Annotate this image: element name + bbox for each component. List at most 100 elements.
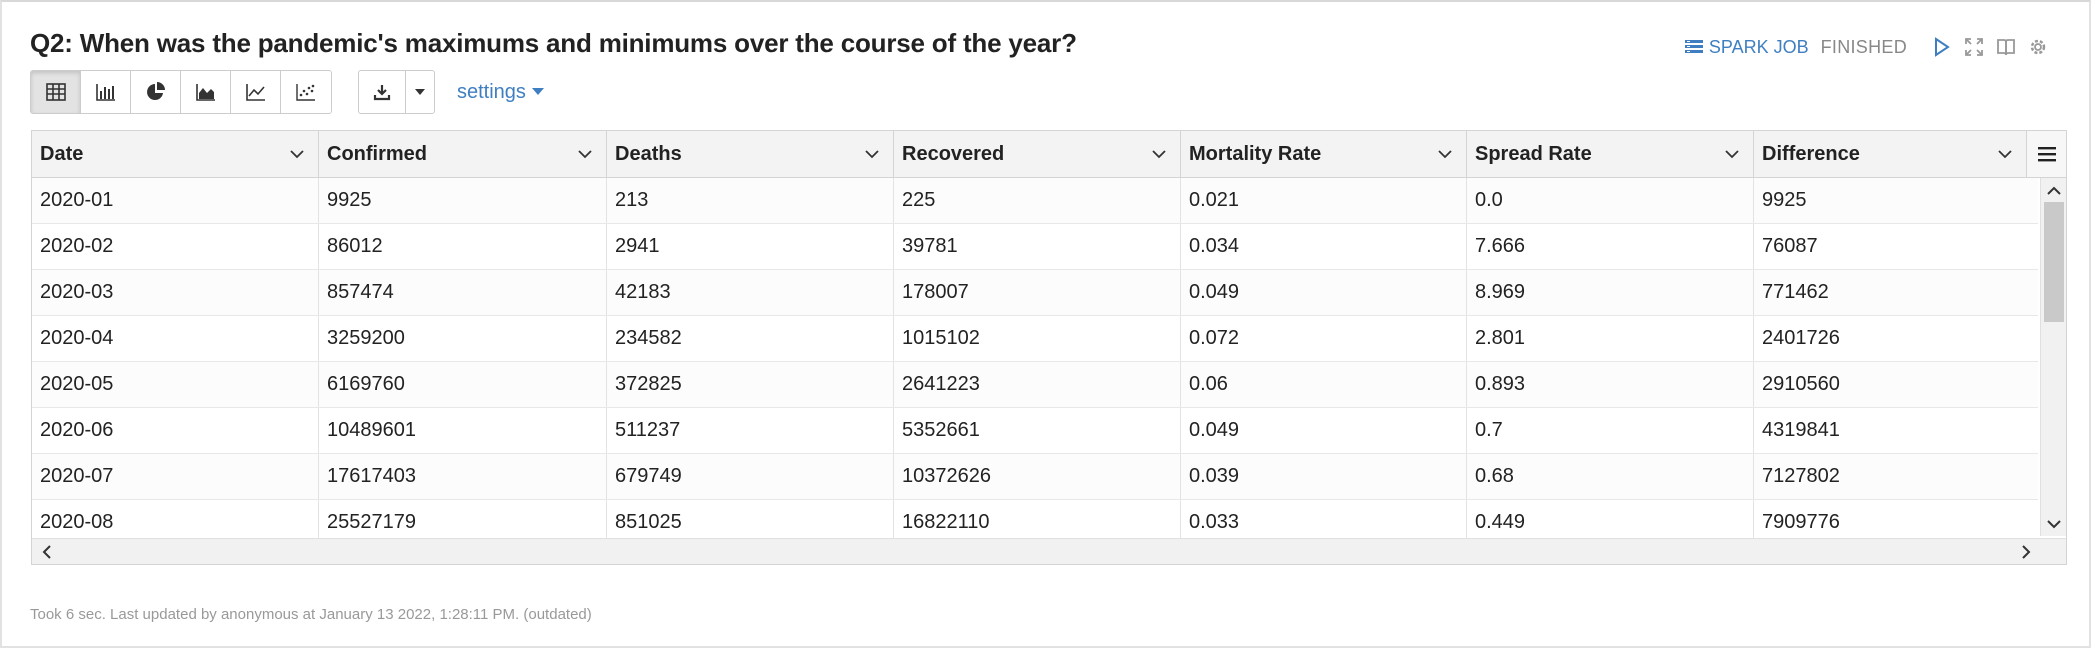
cell-confirmed[interactable]: 6169760 [319, 362, 607, 407]
cell-date[interactable]: 2020-07 [32, 454, 319, 499]
book-icon[interactable] [1995, 36, 2017, 58]
cell-date[interactable]: 2020-04 [32, 316, 319, 361]
scroll-down-arrow[interactable] [2041, 514, 2066, 534]
cell-recovered[interactable]: 2641223 [894, 362, 1181, 407]
column-header-mortality-rate[interactable]: Mortality Rate [1181, 131, 1467, 177]
pie-chart-button[interactable] [131, 71, 181, 113]
cell-mortality-rate[interactable]: 0.06 [1181, 362, 1467, 407]
cell-deaths[interactable]: 213 [607, 178, 894, 223]
cell-spread-rate[interactable]: 0.893 [1467, 362, 1754, 407]
cell-difference[interactable]: 7909776 [1762, 511, 1840, 533]
cell-confirmed[interactable]: 86012 [319, 224, 607, 269]
settings-dropdown[interactable]: settings [457, 81, 544, 104]
cell-recovered[interactable]: 1015102 [894, 316, 1181, 361]
cell-confirmed[interactable]: 9925 [319, 178, 607, 223]
cell-recovered[interactable]: 5352661 [894, 408, 1181, 453]
cell-mortality-rate[interactable]: 0.049 [1181, 408, 1467, 453]
cell-deaths[interactable]: 2941 [607, 224, 894, 269]
column-header-deaths[interactable]: Deaths [607, 131, 894, 177]
cell-date[interactable]: 2020-03 [32, 270, 319, 315]
cell-mortality-rate[interactable]: 0.039 [1181, 454, 1467, 499]
download-button[interactable] [359, 71, 406, 113]
cell-mortality-rate[interactable]: 0.033 [1181, 500, 1467, 545]
table-icon [45, 83, 66, 101]
cell-deaths[interactable]: 511237 [607, 408, 894, 453]
cell-confirmed[interactable]: 10489601 [319, 408, 607, 453]
cell-recovered[interactable]: 39781 [894, 224, 1181, 269]
chevron-down-icon[interactable] [865, 149, 879, 159]
expand-icon[interactable] [1963, 36, 1985, 58]
cell-spread-rate[interactable]: 0.68 [1467, 454, 1754, 499]
spark-job-link[interactable]: SPARK JOB [1684, 37, 1809, 58]
cell-recovered[interactable]: 16822110 [894, 500, 1181, 545]
cell-date[interactable]: 2020-06 [32, 408, 319, 453]
column-header-spread-rate[interactable]: Spread Rate [1467, 131, 1754, 177]
cell-spread-rate[interactable]: 2.801 [1467, 316, 1754, 361]
cell-date[interactable]: 2020-01 [32, 178, 319, 223]
paragraph-controls: SPARK JOB FINISHED [1684, 36, 2049, 58]
cell-difference[interactable]: 2910560 [1762, 373, 1840, 395]
chevron-down-icon[interactable] [290, 149, 304, 159]
cell-mortality-rate[interactable]: 0.049 [1181, 270, 1467, 315]
cell-spread-rate[interactable]: 7.666 [1467, 224, 1754, 269]
column-header-recovered[interactable]: Recovered [894, 131, 1181, 177]
column-header-difference[interactable]: Difference [1754, 131, 2026, 177]
cell-difference[interactable]: 4319841 [1762, 419, 1840, 441]
cell-spread-rate[interactable]: 0.7 [1467, 408, 1754, 453]
cell-confirmed[interactable]: 25527179 [319, 500, 607, 545]
settings-label: settings [457, 80, 526, 103]
paragraph-title[interactable]: Q2: When was the pandemic's maximums and… [30, 28, 1077, 58]
cell-deaths[interactable]: 372825 [607, 362, 894, 407]
chevron-down-icon[interactable] [1152, 149, 1166, 159]
cell-spread-rate[interactable]: 8.969 [1467, 270, 1754, 315]
cell-recovered[interactable]: 178007 [894, 270, 1181, 315]
cell-deaths[interactable]: 679749 [607, 454, 894, 499]
spark-job-icon [1684, 40, 1703, 53]
cell-spread-rate[interactable]: 0.449 [1467, 500, 1754, 545]
scroll-left-arrow[interactable] [34, 539, 58, 564]
chevron-down-icon[interactable] [1438, 149, 1452, 159]
chevron-down-icon[interactable] [1725, 149, 1739, 159]
cell-date[interactable]: 2020-08 [32, 500, 319, 545]
vertical-scrollbar[interactable] [2040, 178, 2066, 536]
cell-mortality-rate[interactable]: 0.021 [1181, 178, 1467, 223]
cell-mortality-rate[interactable]: 0.072 [1181, 316, 1467, 361]
vertical-scroll-thumb[interactable] [2044, 202, 2064, 322]
scroll-up-arrow[interactable] [2041, 180, 2066, 200]
download-options-button[interactable] [406, 71, 434, 113]
download-icon [373, 85, 391, 101]
cell-difference[interactable]: 9925 [1762, 189, 1807, 211]
horizontal-scrollbar[interactable] [32, 538, 2066, 564]
cell-date[interactable]: 2020-05 [32, 362, 319, 407]
area-chart-button[interactable] [181, 71, 231, 113]
cell-recovered[interactable]: 10372626 [894, 454, 1181, 499]
cell-confirmed[interactable]: 3259200 [319, 316, 607, 361]
column-header-date[interactable]: Date [32, 131, 319, 177]
chevron-down-icon[interactable] [1998, 149, 2012, 159]
table-row: 2020-03 857474 42183 178007 0.049 8.969 … [32, 270, 2038, 316]
grid-menu-button[interactable] [2026, 131, 2066, 177]
cell-recovered[interactable]: 225 [894, 178, 1181, 223]
cell-difference[interactable]: 76087 [1762, 235, 1818, 257]
cell-difference[interactable]: 2401726 [1762, 327, 1840, 349]
table-view-button[interactable] [31, 71, 81, 113]
chevron-down-icon[interactable] [578, 149, 592, 159]
cell-difference[interactable]: 771462 [1762, 281, 1829, 303]
column-header-confirmed[interactable]: Confirmed [319, 131, 607, 177]
scatter-chart-button[interactable] [281, 71, 331, 113]
cell-deaths[interactable]: 851025 [607, 500, 894, 545]
cell-date[interactable]: 2020-02 [32, 224, 319, 269]
cell-spread-rate[interactable]: 0.0 [1467, 178, 1754, 223]
scroll-right-arrow[interactable] [2014, 539, 2038, 564]
gear-icon[interactable] [2027, 36, 2049, 58]
table-body: 2020-01 9925 213 225 0.021 0.0 9925 2020… [32, 178, 2038, 546]
line-chart-button[interactable] [231, 71, 281, 113]
bar-chart-button[interactable] [81, 71, 131, 113]
cell-confirmed[interactable]: 857474 [319, 270, 607, 315]
cell-mortality-rate[interactable]: 0.034 [1181, 224, 1467, 269]
cell-difference[interactable]: 7127802 [1762, 465, 1840, 487]
cell-deaths[interactable]: 234582 [607, 316, 894, 361]
cell-confirmed[interactable]: 17617403 [319, 454, 607, 499]
run-icon[interactable] [1931, 36, 1953, 58]
cell-deaths[interactable]: 42183 [607, 270, 894, 315]
